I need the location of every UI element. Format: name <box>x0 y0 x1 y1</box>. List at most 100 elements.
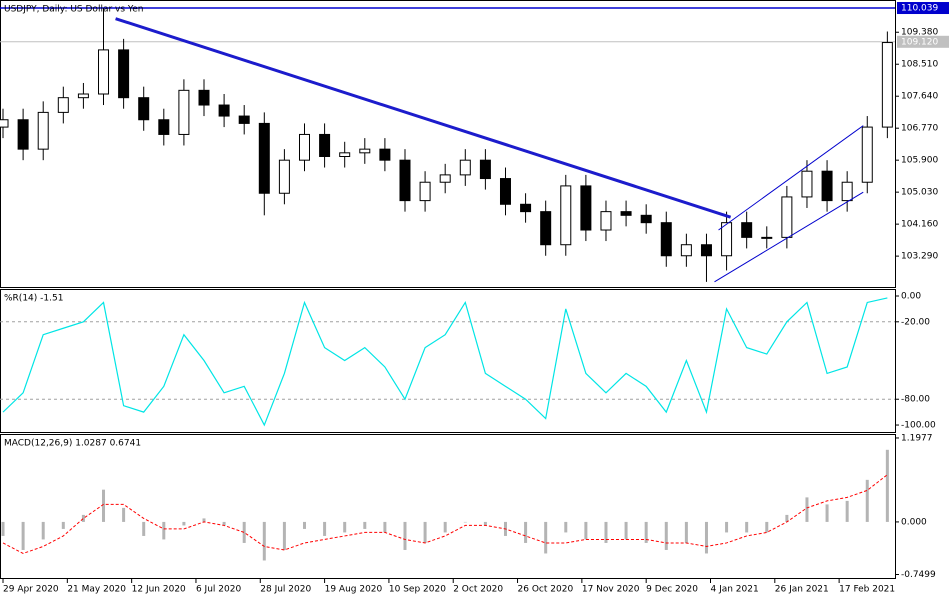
wpr-line <box>2 297 888 427</box>
candle-body <box>138 97 150 121</box>
macd-bar <box>403 521 407 550</box>
candle-body <box>600 211 612 231</box>
candle-body <box>580 185 592 231</box>
x-tick-label: 26 Oct 2020 <box>518 585 574 595</box>
y-tick-label: 0.00 <box>901 292 921 302</box>
macd-bar <box>343 521 347 533</box>
candle-body <box>459 159 471 176</box>
candle-body <box>0 119 9 128</box>
macd-bar <box>102 489 106 522</box>
candle-body <box>479 159 491 180</box>
candle-body <box>499 178 511 205</box>
macd-bar <box>584 521 588 540</box>
macd-bar <box>785 514 789 522</box>
candle-body <box>540 211 552 246</box>
panel-frame <box>0 289 896 433</box>
macd-bar <box>323 521 327 536</box>
macd-bar <box>725 521 729 533</box>
candle-body <box>37 111 49 150</box>
macd-bar <box>845 500 849 522</box>
macd-bar <box>544 521 548 554</box>
signal-line <box>2 474 888 555</box>
macd-bar <box>363 521 367 529</box>
y-tick-label: -20.00 <box>901 317 930 327</box>
macd-bar <box>41 521 45 540</box>
trend-line <box>718 125 864 231</box>
candle-body <box>218 104 230 117</box>
x-tick-label: 12 Jun 2020 <box>132 585 186 595</box>
x-tick-label: 17 Feb 2021 <box>839 585 895 595</box>
macd-bar <box>182 521 186 526</box>
macd-bar <box>262 521 266 561</box>
macd-bar <box>483 521 487 526</box>
macd-bar <box>745 521 749 533</box>
candle-body <box>700 244 712 257</box>
x-tick-label: 4 Jan 2021 <box>710 585 758 595</box>
x-tick-label: 17 Nov 2020 <box>582 585 640 595</box>
candle-body <box>680 244 692 257</box>
candle-body <box>57 97 69 113</box>
macd-bar <box>805 497 809 522</box>
candle-body <box>741 222 753 238</box>
y-tick-label: 105.030 <box>901 188 938 198</box>
macd-bar <box>664 521 668 550</box>
macd-bar <box>222 521 226 526</box>
macd-bar <box>423 521 427 543</box>
trend-line <box>115 17 732 219</box>
candle-body <box>520 203 532 213</box>
candle-body <box>178 89 190 135</box>
macd-bar <box>765 521 769 533</box>
macd-bar <box>21 521 25 550</box>
y-tick-label: 0.000 <box>901 517 927 527</box>
y-tick-label: 107.640 <box>901 92 938 102</box>
macd-bar <box>865 479 869 522</box>
candle-body <box>339 152 351 157</box>
x-tick-label: 2 Oct 2020 <box>453 585 503 595</box>
macd-bar <box>383 521 387 533</box>
candle-body <box>821 170 833 202</box>
y-tick-label: -100.00 <box>901 421 936 431</box>
panel-title: USDJPY, Daily: US Dollar vs Yen <box>4 5 143 15</box>
candle-body <box>17 119 29 150</box>
macd-bar <box>524 521 528 543</box>
last-price-box <box>897 35 949 48</box>
candle-body <box>298 133 310 161</box>
macd-bar <box>624 521 628 540</box>
candle-body <box>881 42 893 128</box>
y-tick-label: 103.290 <box>901 252 938 262</box>
y-tick-label: 104.160 <box>901 220 938 230</box>
candle-body <box>640 214 652 224</box>
x-tick-label: 29 Apr 2020 <box>3 585 59 595</box>
macd-bar <box>302 521 306 529</box>
last-price-label: 109.120 <box>901 37 938 47</box>
candle-body <box>861 126 873 183</box>
panel-title: %R(14) -1.51 <box>4 294 63 304</box>
candle-body <box>278 159 290 194</box>
macd-bar <box>242 521 246 543</box>
hline-label: 110.039 <box>901 4 938 14</box>
candle-body <box>359 148 371 154</box>
macd-bar <box>825 504 829 522</box>
macd-bar <box>684 521 688 543</box>
y-tick-label: 106.770 <box>901 124 938 134</box>
candle-body <box>560 185 572 246</box>
candle-body <box>238 115 250 124</box>
y-tick-label: -0.7499 <box>901 570 936 580</box>
y-tick-label: 109.380 <box>901 28 938 38</box>
y-tick-label: 108.510 <box>901 60 938 70</box>
candle-body <box>419 181 431 202</box>
trend-line <box>714 191 864 283</box>
macd-bar <box>162 521 166 540</box>
candle-body <box>801 170 813 198</box>
x-tick-label: 21 May 2020 <box>67 585 126 595</box>
candle-body <box>319 133 331 157</box>
macd-bar <box>142 521 146 536</box>
macd-bar <box>443 521 447 533</box>
x-tick-label: 19 Aug 2020 <box>325 585 383 595</box>
candle-body <box>379 148 391 161</box>
x-tick-label: 10 Sep 2020 <box>389 585 446 595</box>
macd-bar <box>704 521 708 554</box>
x-tick-label: 6 Jul 2020 <box>196 585 241 595</box>
